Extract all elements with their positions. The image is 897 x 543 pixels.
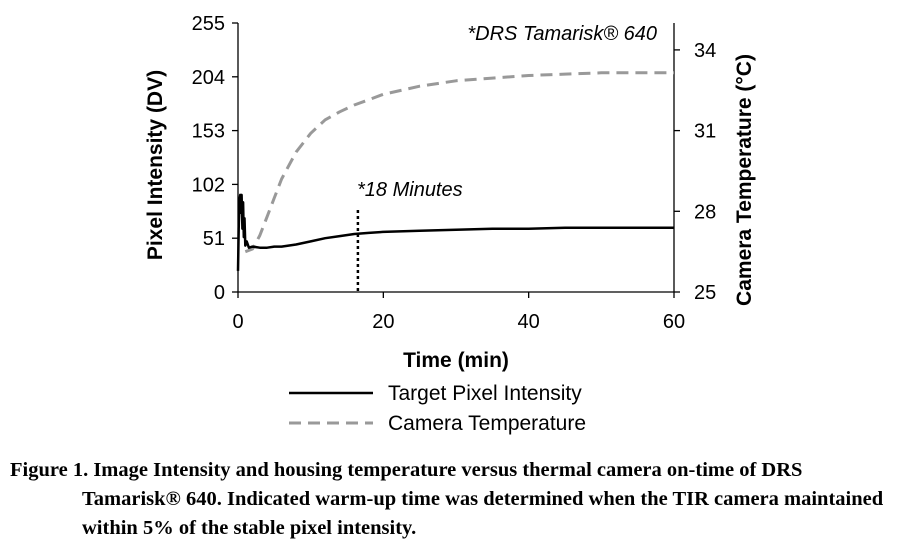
right-tick-label: 31	[694, 121, 716, 143]
right-axis-ticks: 25 28 31 34	[674, 40, 716, 304]
left-axis-ticks: 0 51 102 153 204 255	[192, 13, 238, 304]
x-axis-ticks: 0 20 40 60	[232, 292, 685, 333]
left-tick-label: 102	[192, 174, 225, 196]
x-tick-label: 40	[518, 311, 540, 333]
x-tick-label: 0	[232, 311, 243, 333]
chart: 0 51 102 153 204 255 25 28 31 34 0 20 40 60 *DRS Ta…	[144, 13, 756, 435]
warmup-time-annotation: *18 Minutes	[357, 179, 463, 201]
right-tick-label: 25	[694, 282, 716, 304]
camera-model-annotation: *DRS Tamarisk® 640	[467, 23, 657, 45]
series-layer	[236, 71, 674, 271]
right-tick-label: 34	[694, 40, 716, 62]
plot-area: 0 51 102 153 204 255 25 28 31 34 0 20 40 60	[192, 13, 717, 333]
left-tick-label: 51	[203, 228, 225, 250]
legend: Target Pixel Intensity Camera Temperatur…	[289, 382, 586, 435]
left-tick-label: 153	[192, 121, 225, 143]
left-tick-label: 204	[192, 67, 225, 89]
legend-label-camera-temperature: Camera Temperature	[388, 412, 586, 435]
left-axis-title: Pixel Intensity (DV)	[144, 70, 167, 260]
x-axis-title: Time (min)	[403, 349, 509, 372]
left-tick-label: 255	[192, 13, 225, 35]
legend-label-pixel-intensity: Target Pixel Intensity	[388, 382, 582, 405]
x-tick-label: 60	[663, 311, 685, 333]
left-tick-label: 0	[214, 282, 225, 304]
series-line-target-pixel-intensity	[236, 193, 674, 271]
figure-caption: Figure 1. Image Intensity and housing te…	[10, 459, 884, 539]
right-axis-title: Camera Temperature (°C)	[733, 54, 756, 306]
right-tick-label: 28	[694, 201, 716, 223]
series-line-camera-temperature	[244, 71, 674, 254]
x-tick-label: 20	[372, 311, 394, 333]
